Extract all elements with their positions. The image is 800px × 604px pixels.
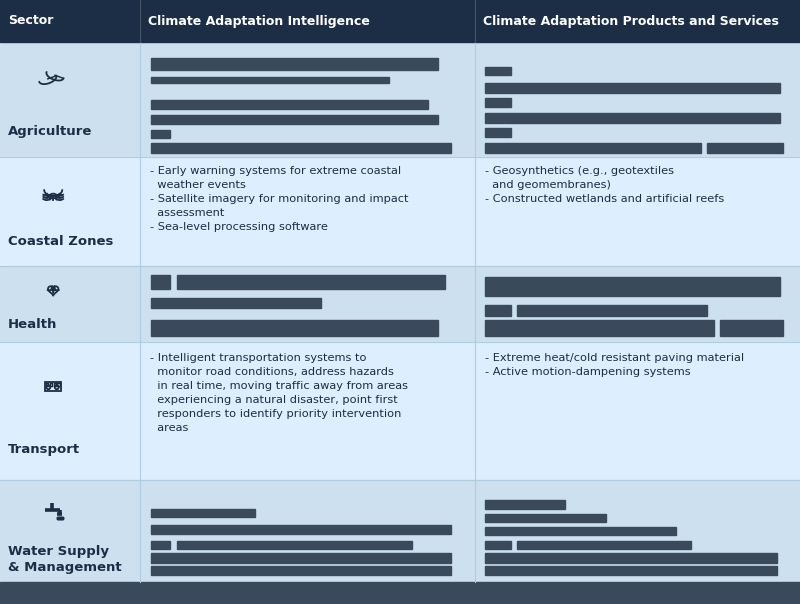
Text: - Geosynthetics (e.g., geotextiles
  and geomembranes)
- Constructed wetlands an: - Geosynthetics (e.g., geotextiles and g… bbox=[485, 166, 724, 204]
Bar bbox=[150, 525, 451, 534]
Bar bbox=[0, 42, 800, 157]
Bar bbox=[150, 553, 451, 562]
Bar bbox=[150, 275, 170, 289]
Bar bbox=[720, 321, 783, 336]
Text: - Intelligent transportation systems to
  monitor road conditions, address hazar: - Intelligent transportation systems to … bbox=[150, 353, 408, 432]
Bar bbox=[177, 541, 412, 549]
Text: Climate Adaptation Intelligence: Climate Adaptation Intelligence bbox=[148, 14, 370, 28]
Bar bbox=[486, 114, 780, 123]
Bar bbox=[0, 157, 800, 266]
Bar bbox=[517, 541, 691, 549]
Bar bbox=[486, 500, 565, 509]
Bar bbox=[150, 100, 429, 109]
Bar bbox=[486, 68, 510, 76]
Bar bbox=[45, 382, 62, 391]
Bar bbox=[486, 129, 510, 137]
Text: - Extreme heat/cold resistant paving material
- Active motion-dampening systems: - Extreme heat/cold resistant paving mat… bbox=[485, 353, 744, 377]
Bar bbox=[0, 480, 800, 582]
Text: Coastal Zones: Coastal Zones bbox=[8, 236, 114, 248]
Bar bbox=[0, 0, 800, 42]
Bar bbox=[486, 513, 606, 522]
Bar bbox=[486, 553, 777, 562]
Bar bbox=[50, 383, 52, 386]
Text: Transport: Transport bbox=[8, 443, 80, 456]
Bar bbox=[150, 143, 451, 153]
Bar bbox=[486, 98, 510, 106]
Bar bbox=[486, 305, 510, 316]
Text: Health: Health bbox=[8, 318, 58, 332]
Bar bbox=[486, 541, 510, 549]
Bar bbox=[486, 277, 780, 296]
Bar bbox=[177, 275, 445, 289]
Bar bbox=[150, 115, 438, 124]
Bar bbox=[486, 321, 714, 336]
Text: Agriculture: Agriculture bbox=[8, 126, 92, 138]
Bar bbox=[150, 321, 438, 336]
Bar bbox=[150, 130, 170, 138]
Bar bbox=[707, 143, 783, 153]
Bar bbox=[0, 266, 800, 342]
Bar bbox=[150, 77, 390, 83]
Bar bbox=[150, 58, 438, 69]
Bar bbox=[0, 582, 800, 604]
Bar bbox=[486, 143, 701, 153]
Bar bbox=[150, 541, 170, 549]
Text: Water Supply
& Management: Water Supply & Management bbox=[8, 545, 122, 574]
Bar bbox=[150, 509, 255, 516]
Text: - Early warning systems for extreme coastal
  weather events
- Satellite imagery: - Early warning systems for extreme coas… bbox=[150, 166, 409, 232]
Bar bbox=[54, 383, 56, 386]
Bar bbox=[46, 383, 48, 386]
Text: Sector: Sector bbox=[8, 14, 54, 28]
Bar bbox=[517, 305, 707, 316]
Bar bbox=[486, 527, 675, 535]
Bar bbox=[0, 342, 800, 480]
Bar bbox=[486, 566, 777, 575]
Bar bbox=[486, 83, 780, 92]
Bar bbox=[58, 383, 59, 386]
Text: Climate Adaptation Products and Services: Climate Adaptation Products and Services bbox=[483, 14, 779, 28]
Bar bbox=[150, 298, 321, 308]
Bar bbox=[150, 566, 451, 575]
